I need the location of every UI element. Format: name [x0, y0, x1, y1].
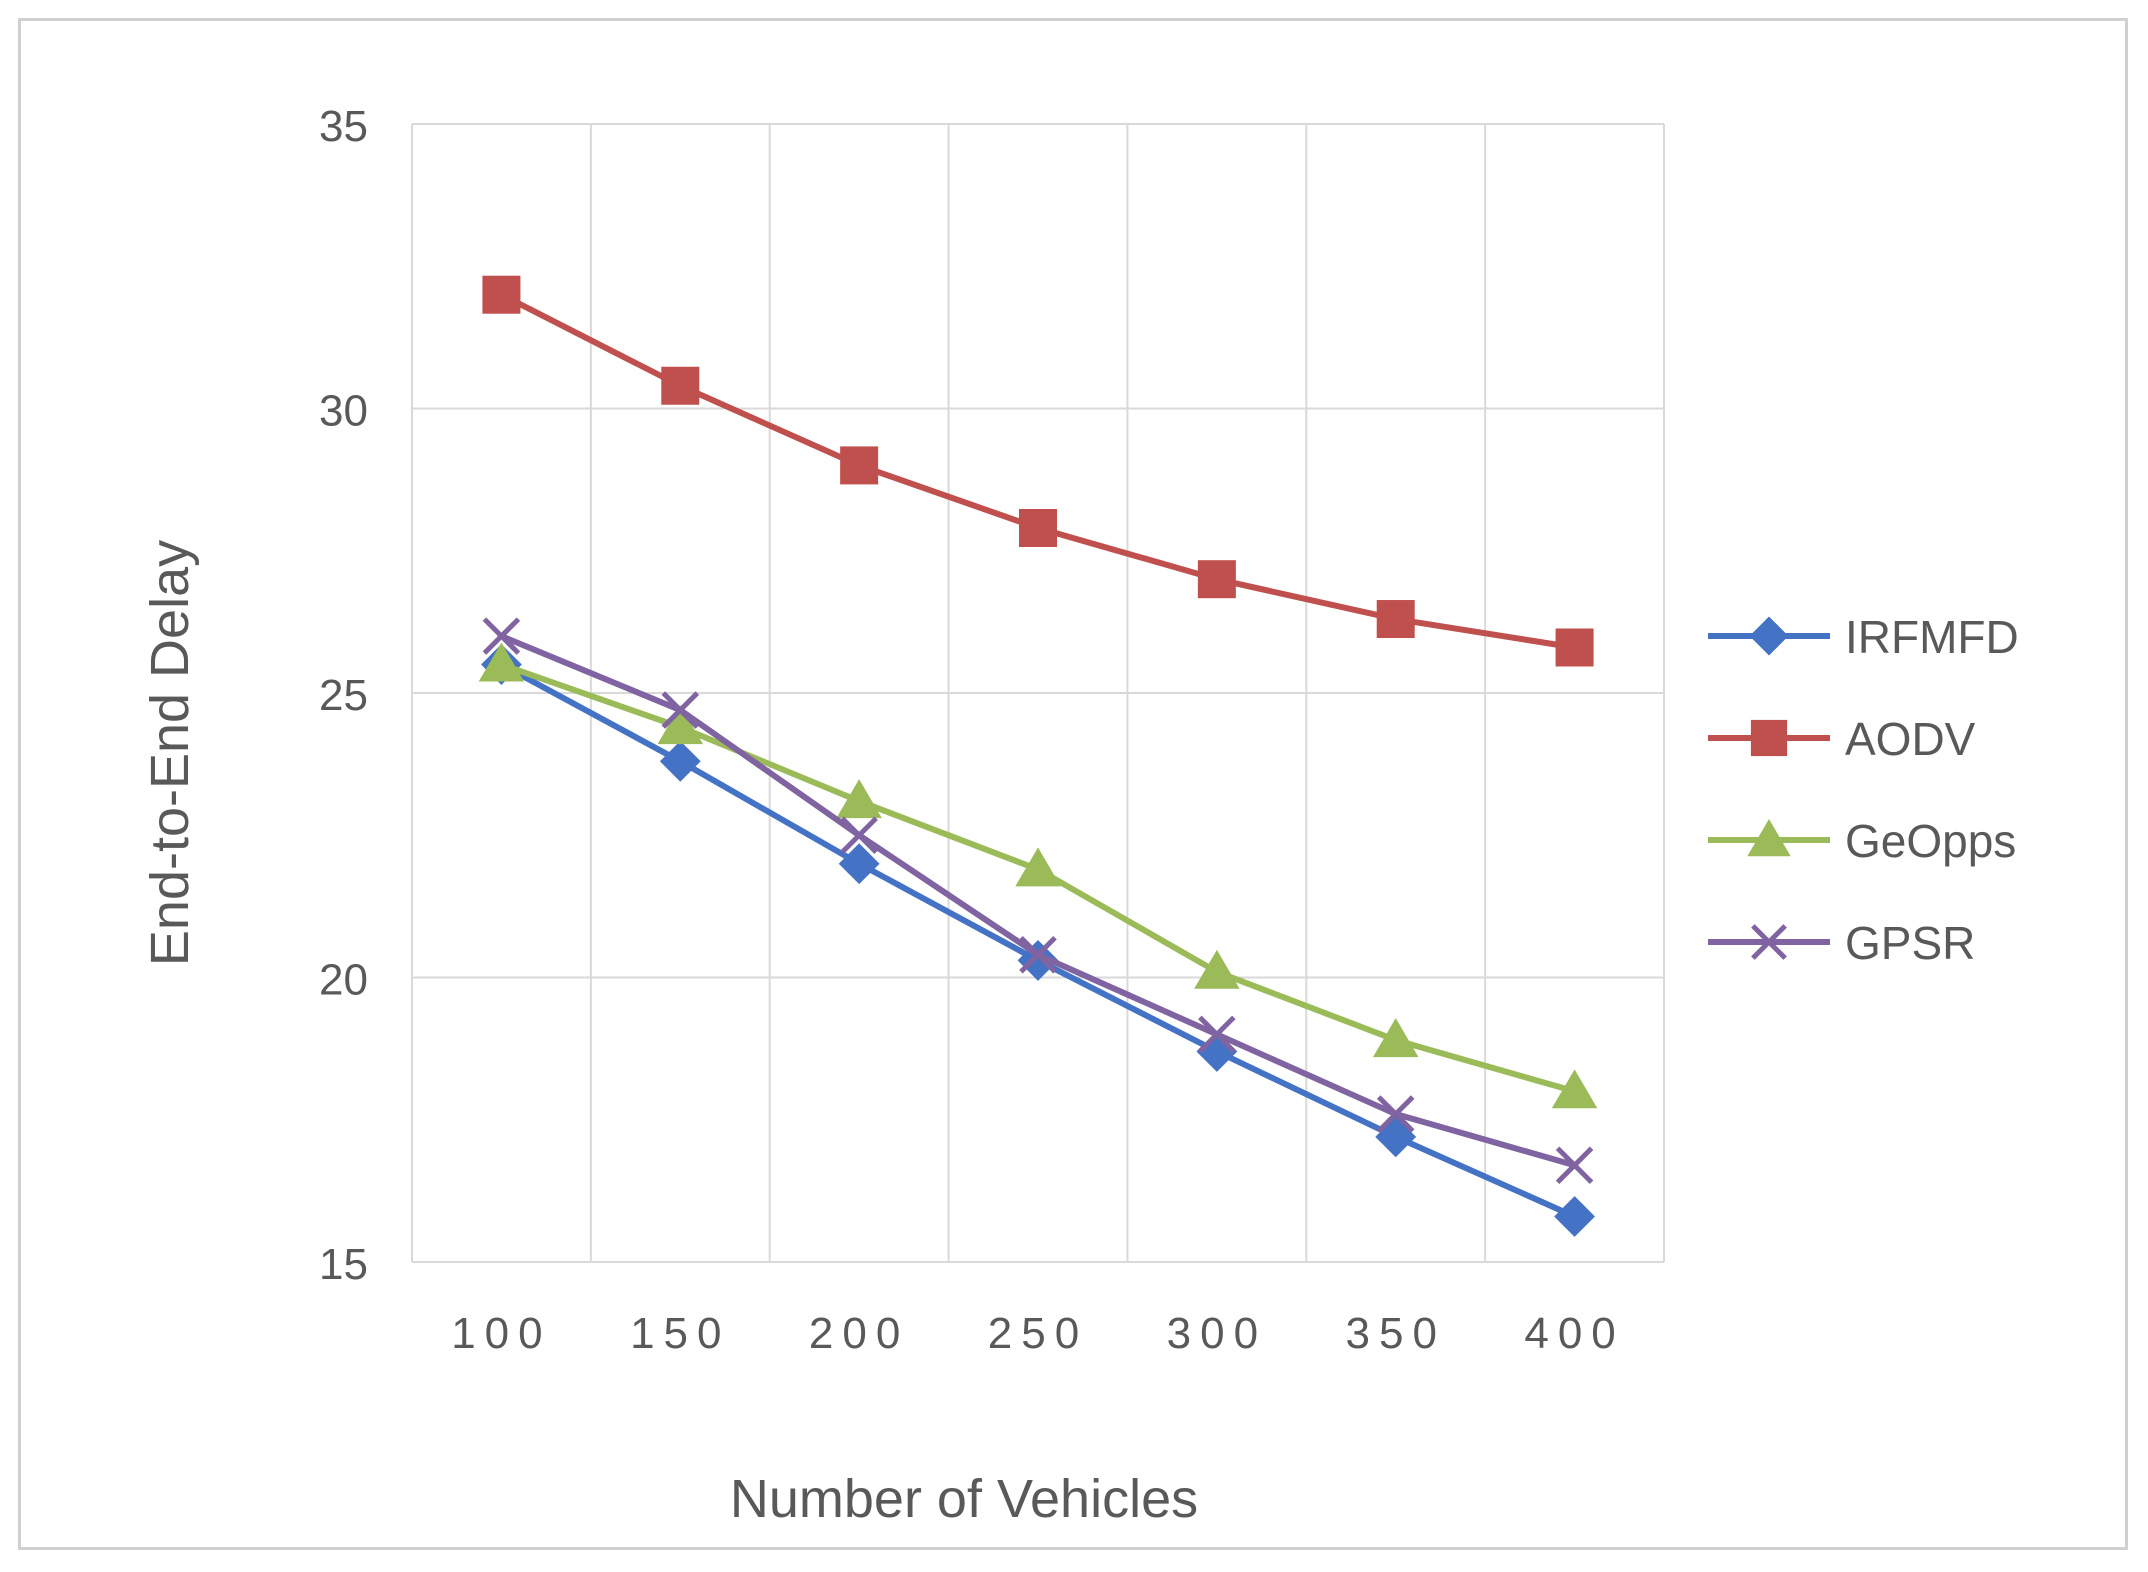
x-axis-title: Number of Vehicles	[730, 1469, 1198, 1529]
point-geopps-200	[836, 779, 882, 819]
x-axis-ticks: 100 150 200 250 300 350 400	[451, 1309, 1624, 1358]
point-gpsr-250	[1019, 935, 1057, 974]
point-gpsr-350	[1376, 1095, 1415, 1133]
y-tick-label: 20	[319, 956, 368, 1005]
point-aodv-400	[1555, 628, 1594, 667]
point-geopps-150	[657, 705, 704, 745]
point-gpsr-350-stroke-b	[1376, 1095, 1415, 1133]
legend-item-geopps: GeOpps	[1708, 815, 2016, 867]
x-tick-label: 400	[1524, 1309, 1624, 1358]
legend-marker-gpsr	[1751, 924, 1787, 960]
legend-label-gpsr: GPSR	[1845, 917, 1975, 969]
point-geopps-350	[1372, 1018, 1419, 1058]
y-tick-label: 35	[319, 102, 368, 151]
x-tick-label: 200	[809, 1309, 909, 1358]
point-gpsr-400-stroke-b	[1555, 1146, 1594, 1185]
x-tick-label: 350	[1346, 1309, 1446, 1358]
legend-item-aodv: AODV	[1708, 713, 1976, 765]
legend-marker-irfmfd	[1749, 616, 1789, 656]
y-tick-label: 25	[319, 671, 368, 720]
legend-label-geopps: GeOpps	[1845, 815, 2016, 867]
legend-marker-aodv	[1750, 719, 1788, 757]
y-axis-ticks: 15 20 25 30 35	[319, 102, 368, 1289]
y-tick-label: 30	[319, 387, 368, 436]
legend-label-irfmfd: IRFMFD	[1845, 611, 2019, 663]
point-gpsr-150	[661, 691, 700, 729]
y-tick-label: 15	[319, 1240, 368, 1289]
series-group	[478, 275, 1598, 1237]
point-aodv-200	[840, 446, 879, 485]
point-aodv-300	[1197, 560, 1236, 599]
legend: IRFMFD AODV GeOpps GPSR	[1708, 611, 2019, 969]
point-irfmfd-350	[1375, 1116, 1417, 1158]
series-line-aodv	[500, 292, 1576, 651]
point-gpsr-200-stroke-b	[840, 816, 878, 855]
point-gpsr-100	[482, 617, 521, 655]
point-gpsr-400	[1555, 1146, 1594, 1185]
series-gpsr	[482, 617, 1594, 1185]
legend-marker-geopps	[1747, 819, 1791, 857]
series-aodv	[482, 275, 1594, 667]
series-irfmfd	[481, 644, 1595, 1237]
x-tick-label: 250	[988, 1309, 1088, 1358]
x-tick-label: 300	[1167, 1309, 1267, 1358]
point-aodv-350	[1376, 600, 1415, 639]
point-gpsr-200	[840, 816, 878, 855]
point-gpsr-300-stroke-b	[1198, 1015, 1236, 1054]
point-irfmfd-200	[838, 843, 880, 885]
point-gpsr-250-stroke-b	[1019, 935, 1057, 974]
legend-item-irfmfd: IRFMFD	[1708, 611, 2019, 663]
point-irfmfd-400	[1554, 1196, 1595, 1237]
y-axis-title: End-to-End Delay	[140, 540, 200, 966]
point-gpsr-100-stroke-b	[482, 617, 521, 655]
point-geopps-100	[478, 642, 525, 682]
point-aodv-100	[482, 275, 521, 314]
legend-marker-gpsr-stroke-b	[1751, 924, 1787, 960]
point-geopps-250	[1015, 847, 1061, 887]
legend-item-gpsr: GPSR	[1708, 917, 1975, 969]
point-gpsr-300	[1198, 1015, 1236, 1054]
point-aodv-150	[661, 366, 700, 405]
point-aodv-250	[1019, 508, 1057, 547]
point-geopps-300	[1194, 949, 1240, 989]
x-tick-label: 100	[451, 1309, 551, 1358]
series-line-gpsr	[500, 633, 1576, 1169]
legend-label-aodv: AODV	[1845, 713, 1976, 765]
point-irfmfd-150	[659, 740, 701, 782]
series-geopps	[478, 642, 1598, 1109]
point-geopps-400	[1551, 1069, 1598, 1109]
point-gpsr-150-stroke-b	[661, 691, 700, 729]
chart-frame	[18, 18, 2128, 1550]
grid-lines	[411, 123, 1665, 1263]
x-tick-label: 150	[630, 1309, 730, 1358]
